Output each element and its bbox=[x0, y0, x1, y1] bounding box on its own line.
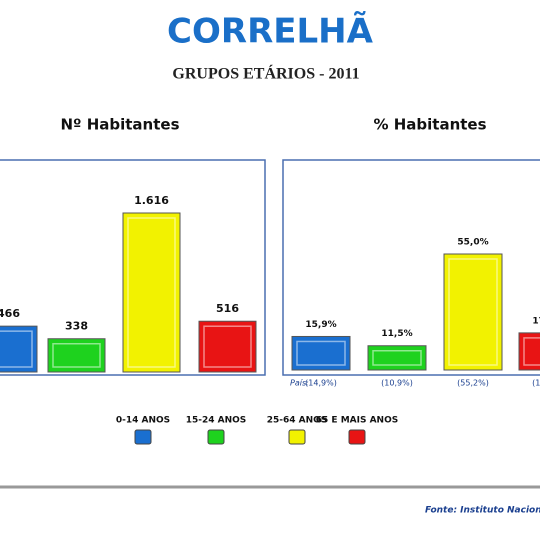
value-label: 55,0% bbox=[457, 238, 488, 248]
reference-value: (14,9%) bbox=[305, 379, 337, 388]
chart-frame bbox=[0, 159, 266, 376]
legend-swatch bbox=[207, 429, 225, 445]
reference-value: (10,9%) bbox=[381, 379, 413, 388]
legend-swatch bbox=[348, 429, 366, 445]
bar-bevel bbox=[203, 325, 252, 368]
bar-bevel bbox=[372, 349, 422, 366]
legend-label: 65 E MAIS ANOS bbox=[316, 416, 398, 426]
value-label: 516 bbox=[216, 302, 239, 315]
bar-bevel bbox=[52, 342, 101, 368]
source: Fonte: Instituto Nacional de Estatística bbox=[425, 506, 540, 516]
bar-bevel bbox=[296, 340, 346, 366]
reference-value: (19,0%) bbox=[532, 379, 540, 388]
bar-bevel bbox=[448, 258, 498, 366]
page-title: CORRELHÃ bbox=[167, 11, 374, 52]
chart-title: Nº Habitantes bbox=[60, 116, 179, 134]
bar-bevel bbox=[0, 330, 33, 368]
value-label: 1.616 bbox=[134, 194, 169, 207]
reference-label: País: bbox=[290, 379, 309, 388]
legend-label: 0-14 ANOS bbox=[116, 416, 170, 426]
bar-bevel bbox=[523, 337, 540, 366]
reference-value: (55,2%) bbox=[457, 379, 489, 388]
value-label: 15,9% bbox=[305, 320, 336, 330]
chart-title: % Habitantes bbox=[373, 116, 486, 134]
legend-swatch bbox=[134, 429, 152, 445]
chart-frame bbox=[282, 159, 540, 376]
value-label: 338 bbox=[65, 320, 88, 333]
page-subtitle: GRUPOS ETÁRIOS - 2011 bbox=[172, 64, 359, 83]
value-label: 466 bbox=[0, 307, 20, 320]
legend-label: 15-24 ANOS bbox=[186, 416, 247, 426]
value-label: 11,5% bbox=[381, 329, 412, 339]
value-label: 17,6% bbox=[532, 316, 540, 326]
legend-swatch bbox=[288, 429, 306, 445]
bar-bevel bbox=[127, 217, 176, 368]
legend-label: 25-64 ANOS bbox=[267, 416, 328, 426]
